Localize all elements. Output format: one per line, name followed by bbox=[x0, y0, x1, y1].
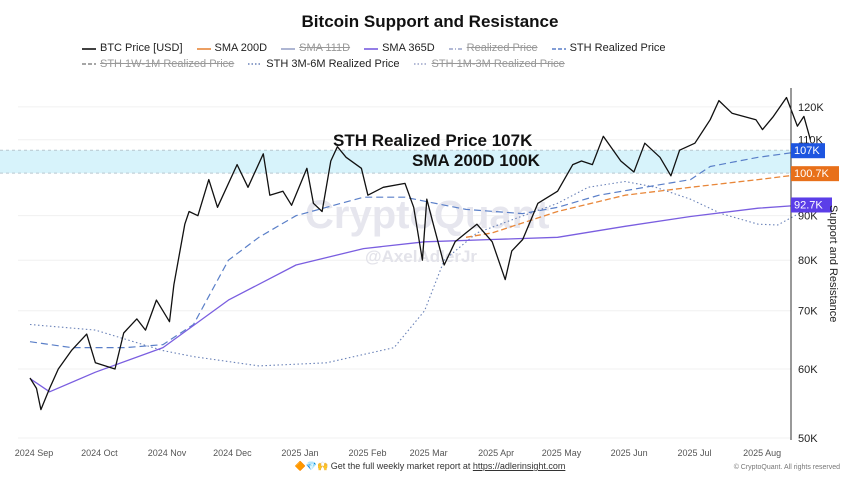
y-tick-label: 60K bbox=[798, 364, 818, 376]
y-axis-label: Support and Resistance bbox=[827, 205, 839, 322]
chart-title: Bitcoin Support and Resistance bbox=[301, 12, 559, 31]
y-tick-label: 70K bbox=[798, 306, 818, 318]
legend-item[interactable]: SMA 111D bbox=[281, 41, 350, 56]
legend-swatch-icon bbox=[448, 47, 463, 50]
value-tag-label: 92.7K bbox=[794, 199, 823, 211]
footer-link[interactable]: https://adlerinsight.com bbox=[472, 461, 566, 471]
footer-emoji: 🔶💎🙌 bbox=[294, 461, 329, 471]
legend-swatch-icon bbox=[248, 63, 263, 65]
series-sma-365d bbox=[29, 203, 811, 393]
legend-swatch-icon bbox=[82, 63, 96, 65]
y-tick-label: 90K bbox=[798, 211, 818, 223]
series-sth-realized-price bbox=[29, 149, 811, 349]
support-resistance-band bbox=[0, 150, 791, 174]
copyright: © CryptoQuant. All rights reserved bbox=[733, 464, 840, 471]
series-btc-price-usd- bbox=[29, 96, 812, 411]
x-tick-label: 2025 Feb bbox=[349, 448, 387, 458]
legend-item[interactable]: STH Realized Price bbox=[551, 41, 666, 56]
x-tick-label: 2024 Nov bbox=[148, 448, 187, 458]
legend-item[interactable]: BTC Price [USD] bbox=[82, 41, 183, 56]
legend-label: STH 1W-1M Realized Price bbox=[100, 57, 235, 70]
x-tick-label: 2024 Sep bbox=[15, 448, 54, 458]
value-tag bbox=[791, 197, 832, 213]
legend-item[interactable]: STH 3M-6M Realized Price bbox=[248, 57, 400, 72]
x-tick-label: 2025 Jan bbox=[281, 448, 318, 458]
legend-swatch-icon bbox=[551, 47, 566, 50]
x-tick-label: 2025 Mar bbox=[410, 448, 448, 458]
series-sth-3m-6m-realized-price bbox=[29, 180, 811, 367]
legend-label: BTC Price [USD] bbox=[100, 42, 183, 54]
legend-swatch-icon bbox=[364, 47, 379, 50]
x-tick-label: 2025 Jul bbox=[678, 448, 712, 458]
legend-swatch-icon bbox=[413, 63, 428, 65]
footer-text: Get the full weekly market report at bbox=[330, 461, 473, 471]
legend-swatch-icon bbox=[196, 47, 211, 50]
x-tick-label: 2025 May bbox=[542, 448, 582, 458]
legend-swatch-icon bbox=[281, 47, 296, 50]
y-tick-label: 120K bbox=[798, 102, 824, 114]
value-tag bbox=[791, 166, 839, 182]
y-tick-label: 80K bbox=[798, 255, 818, 267]
value-tag bbox=[791, 143, 825, 159]
legend-label: SMA 111D bbox=[299, 42, 351, 54]
series-sma-200d bbox=[465, 172, 811, 238]
legend-item[interactable]: STH 1W-1M Realized Price bbox=[82, 57, 234, 72]
legend-label: STH 1M-3M Realized Price bbox=[431, 57, 565, 70]
legend-label: STH 3M-6M Realized Price bbox=[266, 57, 400, 70]
legend-item[interactable]: SMA 365D bbox=[364, 41, 435, 56]
legend-label: STH Realized Price bbox=[569, 42, 666, 54]
value-tag-label: 107K bbox=[794, 145, 820, 157]
legend-label: SMA 365D bbox=[382, 42, 435, 54]
legend-swatch-icon bbox=[82, 47, 96, 50]
value-tag-label: 100.7K bbox=[794, 168, 830, 180]
x-tick-label: 2025 Apr bbox=[478, 448, 514, 458]
footer: 🔶💎🙌 Get the full weekly market report at… bbox=[0, 461, 860, 472]
legend-label: SMA 200D bbox=[214, 42, 268, 54]
x-tick-label: 2024 Dec bbox=[213, 448, 252, 458]
legend-label: Realized Price bbox=[466, 42, 538, 54]
legend-item[interactable]: STH 1M-3M Realized Price bbox=[413, 57, 565, 72]
annotation-sth: STH Realized Price 107K bbox=[333, 131, 533, 150]
x-tick-label: 2024 Oct bbox=[81, 448, 118, 458]
legend-item[interactable]: SMA 200D bbox=[196, 41, 268, 56]
legend-item[interactable]: Realized Price bbox=[448, 41, 538, 56]
x-tick-label: 2025 Aug bbox=[743, 448, 781, 458]
y-tick-label: 50K bbox=[798, 433, 818, 445]
x-tick-label: 2025 Jun bbox=[611, 448, 648, 458]
legend: BTC Price [USD] SMA 200D SMA 111D SMA 365D R… bbox=[82, 41, 802, 72]
annotation-sma200: SMA 200D 100K bbox=[412, 151, 541, 170]
